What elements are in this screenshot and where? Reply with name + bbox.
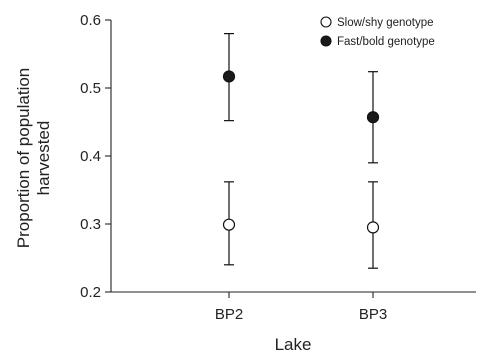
slow-shy-point-bp2 <box>222 218 236 231</box>
y-axis-title: Proportion of population harvested <box>14 68 53 249</box>
y-axis-title-line-1: Proportion of population <box>14 68 33 249</box>
x-tick-label: BP3 <box>359 306 387 323</box>
axes <box>110 20 476 293</box>
y-tick-label: 0.4 <box>80 148 101 165</box>
legend-label-slow-shy: Slow/shy genotype <box>337 17 434 29</box>
y-axis-title-line-2: harvested <box>34 121 53 196</box>
x-tick-label: BP2 <box>215 306 243 323</box>
fast-bold-point-bp3 <box>366 111 380 124</box>
legend: Slow/shy genotype Fast/bold genotype <box>320 16 435 48</box>
y-tick-label: 0.2 <box>80 284 101 301</box>
slow-shy-point-bp3 <box>366 221 380 234</box>
x-axis-title: Lake <box>275 335 312 354</box>
y-tick-label: 0.5 <box>80 80 101 97</box>
legend-marker-slow-shy <box>320 16 332 28</box>
y-ticks: 0.2 0.3 0.4 0.5 0.6 <box>80 12 111 301</box>
legend-marker-fast-bold <box>320 35 332 47</box>
legend-label-fast-bold: Fast/bold genotype <box>337 36 435 48</box>
fast-bold-point-bp2 <box>222 70 236 83</box>
y-tick-label: 0.6 <box>80 12 101 29</box>
data-marks <box>222 32 380 269</box>
x-ticks: BP2 BP3 <box>215 292 387 323</box>
y-tick-label: 0.3 <box>80 216 101 233</box>
